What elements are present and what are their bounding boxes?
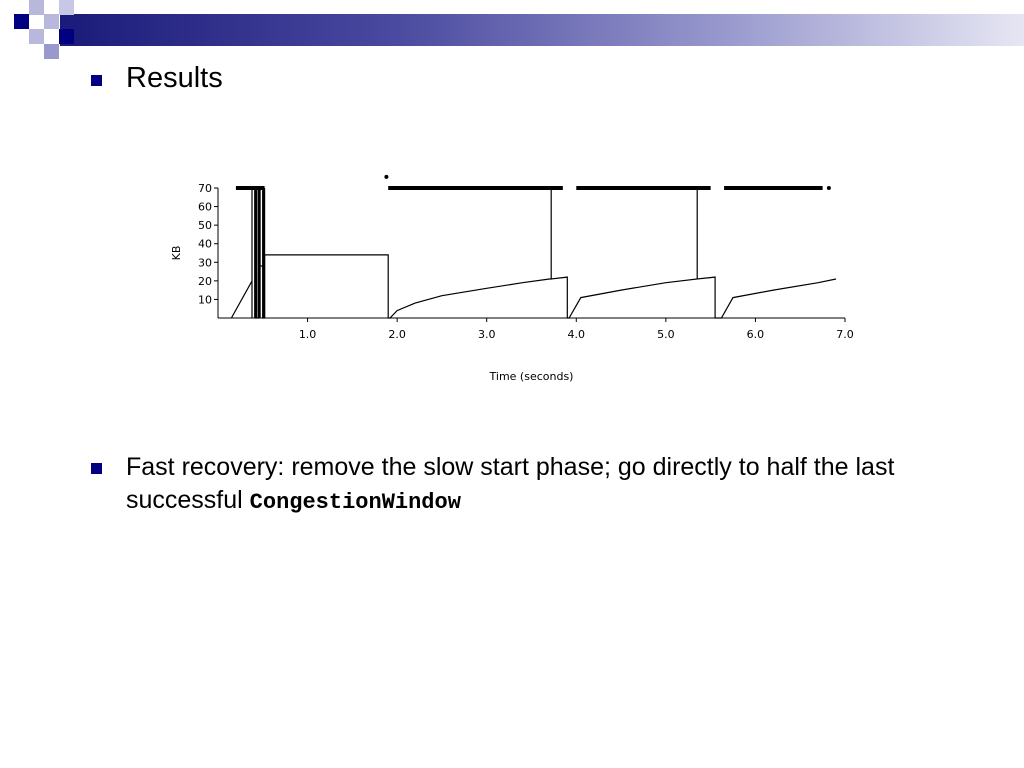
header-square-3 (44, 14, 59, 29)
y-tick-label: 40 (198, 238, 212, 251)
x-axis-label: Time (seconds) (489, 370, 574, 383)
header-square-7 (44, 44, 59, 59)
body-text: Fast recovery: remove the slow start pha… (126, 451, 946, 519)
title-bullet (91, 75, 102, 86)
y-tick-label: 20 (198, 275, 212, 288)
x-tick-label: 3.0 (478, 328, 496, 341)
congestion-window-code: CongestionWindow (249, 490, 461, 515)
y-tick-label: 50 (198, 219, 212, 232)
packet-send-bar (235, 186, 265, 190)
header-square-2 (29, 0, 44, 15)
timeout-bar (254, 188, 258, 318)
packet-send-bar (388, 186, 563, 190)
packet-mark (384, 174, 389, 179)
y-tick-label: 10 (198, 293, 212, 306)
congestion-window-chart: 10 20 30 40 50 60 70 1.0 2.0 3.0 4.0 5.0 6.0 7.0 Time … (170, 174, 854, 383)
y-tick-label: 30 (198, 256, 212, 269)
header-square-1 (14, 14, 29, 29)
x-tick-label: 2.0 (388, 328, 406, 341)
timeout-bar (262, 188, 266, 318)
y-axis-label: KB (170, 246, 183, 261)
x-tick-label: 7.0 (836, 328, 854, 341)
packet-send-bar (576, 186, 711, 190)
x-tick-label: 4.0 (568, 328, 586, 341)
y-tick-label: 70 (198, 182, 212, 195)
slide-title: Results (126, 62, 223, 94)
packet-send-bar (724, 186, 823, 190)
body-text-main: Fast recovery: remove the slow start pha… (126, 453, 895, 514)
timeout-bar (257, 188, 261, 318)
header-square-5 (59, 0, 74, 15)
congestion-window-line (230, 187, 837, 319)
header-gradient-bar (60, 14, 1024, 46)
y-tick-label: 60 (198, 201, 212, 214)
body-bullet (91, 463, 102, 474)
x-tick-label: 6.0 (747, 328, 765, 341)
x-tick-label: 1.0 (299, 328, 317, 341)
packet-mark (826, 186, 831, 190)
header-square-4 (29, 29, 44, 44)
header-square-6 (59, 29, 74, 44)
x-tick-label: 5.0 (657, 328, 675, 341)
